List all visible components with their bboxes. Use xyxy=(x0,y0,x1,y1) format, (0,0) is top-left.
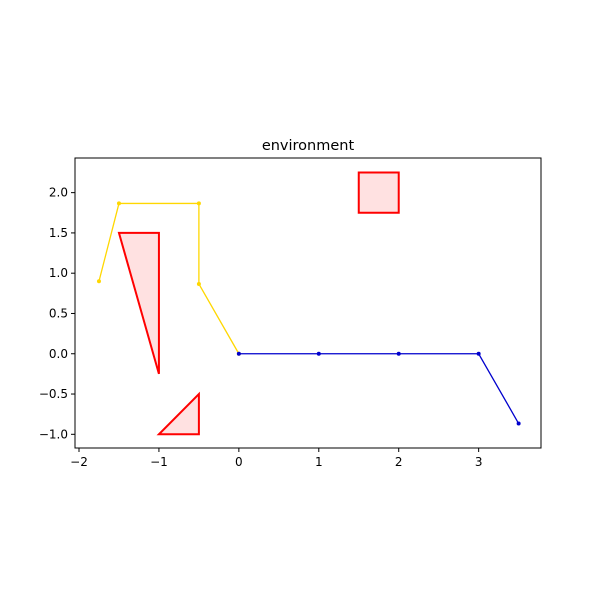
y-tick-label-4: 1.0 xyxy=(49,266,68,280)
series-line-0 xyxy=(98,202,240,355)
series-1-point-3 xyxy=(476,351,481,356)
series-layer xyxy=(96,201,521,426)
x-tick-label-2: 0 xyxy=(235,455,243,469)
x-axis: −2 −1 0 1 2 3 xyxy=(70,448,482,469)
series-1-point-1 xyxy=(316,351,321,356)
series-0-point-4 xyxy=(96,279,101,284)
series-0-point-3 xyxy=(116,201,121,206)
x-tick-label-5: 3 xyxy=(475,455,483,469)
chart-title: environment xyxy=(262,138,355,154)
x-tick-label-3: 1 xyxy=(315,455,323,469)
x-tick-label-0: −2 xyxy=(70,455,88,469)
y-tick-label-5: 1.5 xyxy=(49,226,68,240)
y-tick-label-2: 0.0 xyxy=(49,347,68,361)
series-1-point-2 xyxy=(396,351,401,356)
obstacle-0 xyxy=(117,231,160,375)
x-tick-label-4: 2 xyxy=(395,455,403,469)
obstacles xyxy=(117,171,400,436)
y-tick-label-1: −0.5 xyxy=(39,387,68,401)
series-0-point-2 xyxy=(196,201,201,206)
y-tick-label-3: 0.5 xyxy=(49,306,68,320)
obstacle-2 xyxy=(357,171,400,214)
obstacle-1 xyxy=(156,391,200,436)
plot-frame xyxy=(74,157,542,449)
series-1-point-0 xyxy=(236,351,241,356)
y-axis: −1.0 −0.5 0.0 0.5 1.0 1.5 2.0 xyxy=(39,186,75,441)
x-tick-label-1: −1 xyxy=(150,455,168,469)
series-1 xyxy=(236,351,521,426)
series-1-point-4 xyxy=(516,421,521,426)
y-tick-label-0: −1.0 xyxy=(39,427,68,441)
y-tick-label-6: 2.0 xyxy=(49,186,68,200)
series-0 xyxy=(96,201,241,356)
series-0-point-1 xyxy=(196,281,201,286)
series-line-1 xyxy=(238,353,520,424)
